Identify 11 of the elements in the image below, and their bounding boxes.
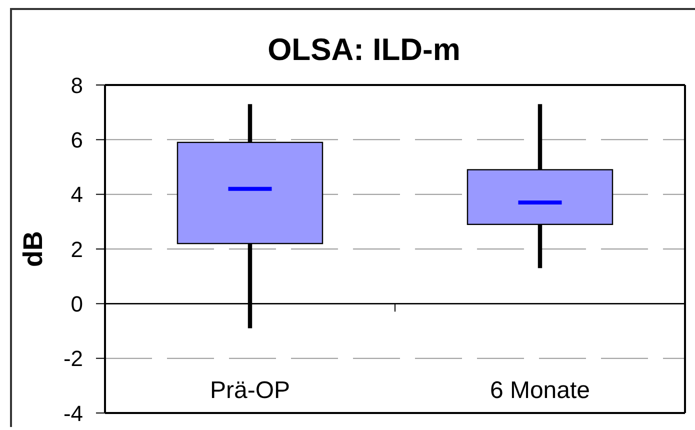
y-tick-label: 6 [70,127,83,152]
x-tick-label: Prä-OP [210,376,290,404]
y-axis-title: dB [18,231,48,267]
y-tick-label: 4 [70,182,83,208]
y-tick-label: -4 [63,400,83,426]
y-tick-label: 2 [70,236,83,262]
y-tick-label: -2 [63,346,83,372]
x-tick-label: 6 Monate [490,376,590,404]
y-tick-label: 8 [70,72,83,98]
y-tick-label: 0 [70,291,83,316]
chart-title: OLSA: ILD-m [266,32,462,68]
